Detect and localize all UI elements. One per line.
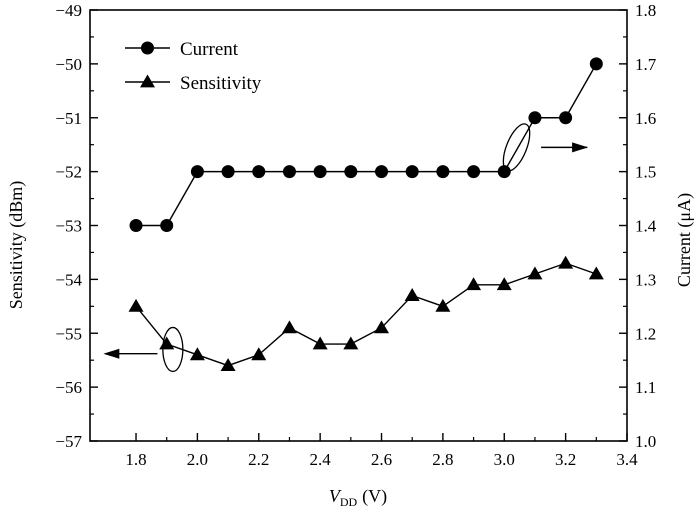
- right-y-axis-ticks: 1.0 1.1 1.2 1.3 1.4 1.5 1.6 1.7 1.8: [619, 1, 657, 451]
- left-y-tick-label: −54: [55, 270, 82, 289]
- series-layer: [128, 57, 604, 371]
- legend-label-current: Current: [180, 39, 239, 60]
- sensitivity-point: [281, 320, 297, 334]
- x-tick-label: 2.2: [248, 450, 269, 469]
- sensitivity-point: [312, 336, 328, 350]
- current-point: [497, 165, 511, 179]
- series-sensitivity: [128, 255, 604, 371]
- left-y-tick-label: −56: [55, 378, 82, 397]
- x-tick-label: 2.6: [371, 450, 392, 469]
- sensitivity-point: [251, 347, 267, 361]
- current-point: [589, 57, 603, 71]
- x-tick-label: 3.0: [494, 450, 515, 469]
- left-y-axis-ticks: −57 −56 −55 −54 −53 −52 −51 −50 −49: [55, 1, 98, 451]
- legend-marker-sensitivity: [140, 74, 155, 88]
- left-y-tick-label: −50: [55, 55, 82, 74]
- sensitivity-point: [558, 255, 574, 269]
- current-point: [313, 165, 327, 179]
- sensitivity-point: [588, 266, 604, 280]
- right-y-tick-label: 1.7: [635, 55, 657, 74]
- sensitivity-ellipse: [162, 326, 184, 373]
- sensitivity-point: [189, 347, 205, 361]
- current-point: [559, 111, 573, 125]
- left-y-tick-label: −52: [55, 163, 82, 182]
- right-y-tick-label: 1.2: [635, 324, 656, 343]
- sensitivity-point: [404, 288, 420, 301]
- left-axis-arrowhead: [103, 348, 120, 359]
- left-y-tick-label: −51: [55, 109, 82, 128]
- axis-annotations: [103, 123, 589, 373]
- current-point: [375, 165, 389, 179]
- current-point: [405, 165, 419, 179]
- sensitivity-point: [527, 266, 543, 280]
- sensitivity-point: [374, 320, 390, 334]
- current-point: [282, 165, 296, 179]
- legend: Current Sensitivity: [125, 39, 262, 94]
- current-point: [190, 165, 204, 179]
- right-y-tick-label: 1.0: [635, 432, 656, 451]
- right-y-tick-label: 1.6: [635, 109, 656, 128]
- series-current: [129, 57, 603, 232]
- x-axis-ticks: 1.8 2.0 2.2 2.4 2.6 2.8 3.0 3.2 3.4: [125, 433, 638, 469]
- current-point: [252, 165, 266, 179]
- current-line: [136, 63, 597, 227]
- left-y-axis-label: Sensitivity (dBm): [6, 181, 27, 310]
- left-y-tick-label: −55: [55, 324, 82, 343]
- x-tick-label: 2.4: [310, 450, 332, 469]
- x-tick-label: 2.0: [187, 450, 208, 469]
- x-tick-label: 3.2: [555, 450, 576, 469]
- current-point: [344, 165, 358, 179]
- current-point: [467, 165, 481, 179]
- x-tick-label: 1.8: [125, 450, 146, 469]
- sensitivity-point: [128, 298, 144, 312]
- sensitivity-point: [466, 277, 482, 291]
- current-ellipse: [502, 123, 531, 172]
- sensitivity-line: [135, 262, 597, 367]
- x-tick-label: 2.8: [432, 450, 453, 469]
- right-y-tick-label: 1.4: [635, 217, 657, 236]
- right-y-tick-label: 1.1: [635, 378, 656, 397]
- right-axis-arrowhead: [572, 142, 589, 153]
- sensitivity-point: [496, 277, 512, 291]
- x-tick-label: 3.4: [616, 450, 638, 469]
- left-y-tick-label: −49: [55, 1, 82, 20]
- left-y-tick-label: −53: [55, 217, 82, 236]
- current-point: [221, 165, 235, 179]
- sensitivity-point: [220, 358, 236, 371]
- current-point: [160, 219, 174, 232]
- legend-label-sensitivity: Sensitivity: [180, 73, 262, 94]
- sensitivity-point: [435, 298, 451, 312]
- current-point: [528, 111, 542, 125]
- right-y-tick-label: 1.8: [635, 1, 656, 20]
- legend-marker-current: [141, 41, 154, 55]
- right-y-axis-label: Current (μA): [674, 193, 695, 287]
- right-y-tick-label: 1.5: [635, 163, 656, 182]
- sensitivity-point: [343, 336, 359, 350]
- current-point: [129, 219, 143, 232]
- right-y-tick-label: 1.3: [635, 270, 656, 289]
- x-axis-label: VDD (V): [329, 486, 387, 509]
- left-y-tick-label: −57: [55, 432, 82, 451]
- current-point: [436, 165, 450, 179]
